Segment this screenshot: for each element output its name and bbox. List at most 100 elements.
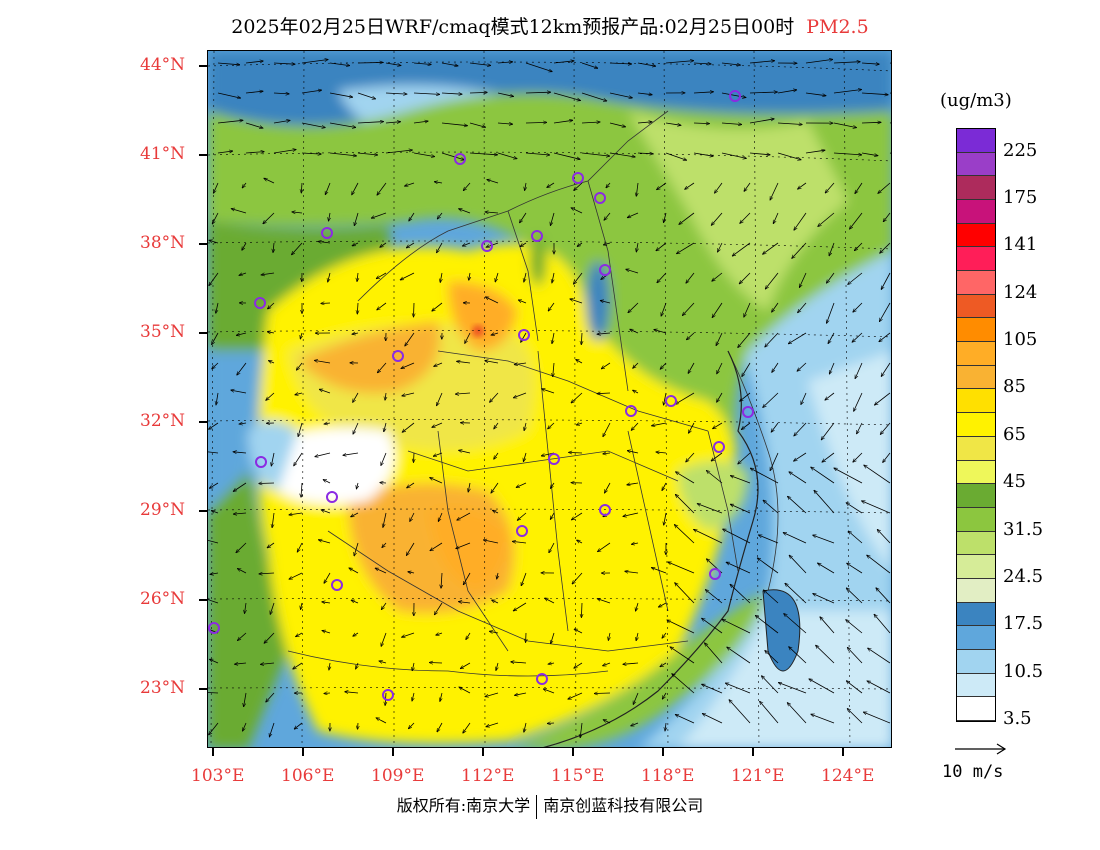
colorbar-swatch (957, 436, 995, 461)
wind-vector (829, 242, 835, 256)
lat-label: 29°N (140, 500, 186, 520)
wind-vector (809, 679, 835, 694)
city-marker (321, 227, 333, 239)
wind-vector (814, 490, 835, 514)
lon-label: 115°E (551, 766, 605, 786)
wind-vector (657, 272, 667, 283)
wind-vector (345, 692, 359, 693)
wind-vector (772, 362, 779, 372)
wind-vector (491, 482, 499, 493)
wind-vector (437, 722, 443, 732)
wind-vector (433, 452, 443, 456)
wind-vector (469, 122, 486, 127)
wind-vector (329, 662, 330, 670)
wind-vector (216, 392, 218, 405)
wind-vector (846, 503, 863, 514)
wind-vector (273, 63, 295, 64)
wind-vector (717, 392, 723, 402)
wind-vector (485, 692, 499, 697)
lon-tick (392, 748, 394, 756)
wind-vector (820, 617, 835, 634)
wind-vector (867, 555, 891, 574)
colorbar-label: 85 (1003, 376, 1026, 398)
wind-vector (354, 212, 359, 226)
wind-vector (805, 150, 825, 154)
wind-vector (437, 242, 443, 253)
colorbar-label: 65 (1003, 423, 1026, 445)
wind-vector (594, 693, 611, 694)
wind-vector (833, 90, 862, 94)
wind-vector (867, 681, 891, 694)
wind-vector (581, 332, 582, 345)
wind-vector (825, 182, 835, 193)
wind-vector (798, 182, 807, 189)
wind-vector (412, 692, 414, 701)
wind-vector (881, 272, 891, 290)
wind-vector (462, 242, 471, 246)
wind-vector (490, 392, 499, 402)
wind-vector (385, 62, 401, 66)
wind-vector (216, 302, 219, 313)
wind-vector (660, 662, 667, 667)
wind-vector (524, 272, 526, 282)
wind-vector (672, 674, 695, 694)
wind-vector (818, 563, 835, 574)
wind-vector (491, 333, 499, 335)
wind-vector (686, 272, 695, 283)
wind-reference-arrow (955, 743, 1007, 755)
wind-vector (469, 62, 491, 66)
map-title: 2025年02月25日WRF/cmaq模式12km预报产品:02月25日00时 P… (0, 12, 1100, 39)
city-marker (326, 491, 338, 503)
wind-vector (637, 93, 652, 95)
wind-vector (749, 92, 777, 93)
wind-vector (577, 540, 583, 543)
lon-label: 118°E (641, 766, 695, 786)
wind-vector (271, 452, 275, 466)
wind-vector (603, 662, 611, 666)
wind-vector (324, 693, 331, 694)
wind-vector (434, 182, 443, 183)
lat-tick (199, 599, 207, 601)
lon-label: 121°E (731, 766, 785, 786)
wind-vector (318, 241, 331, 243)
city-markers (208, 90, 754, 701)
wind-vector (861, 152, 878, 156)
lon-label: 124°E (821, 766, 875, 786)
wind-vector (764, 590, 779, 604)
wind-vector (293, 662, 303, 669)
wind-vector (816, 645, 835, 664)
wind-vector (827, 302, 835, 323)
wind-vector (238, 632, 247, 641)
wind-vector (576, 423, 583, 425)
wind-vector (763, 500, 779, 514)
wind-vector (712, 302, 723, 318)
wind-vector (789, 555, 807, 574)
lat-tick (199, 421, 207, 423)
wind-vector (880, 242, 891, 253)
wind-vector (665, 152, 687, 160)
wind-vector (759, 535, 779, 544)
colorbar-swatch (957, 578, 995, 603)
wind-vector (542, 389, 555, 394)
wind-vector (497, 62, 513, 63)
colorbar-swatch (957, 602, 995, 627)
wind-vector (738, 452, 751, 464)
wind-vector (713, 422, 723, 429)
wind-vector (264, 632, 275, 643)
wind-vector (301, 90, 322, 94)
city-marker (599, 504, 611, 516)
wind-vector (469, 272, 470, 280)
wind-vector (208, 539, 219, 544)
wind-vector (469, 92, 487, 93)
wind-vector (497, 92, 514, 96)
wind-vector (705, 590, 723, 604)
lon-label: 103°E (191, 766, 245, 786)
wind-vector (637, 153, 653, 154)
wind-vector (430, 478, 443, 484)
wind-vector (376, 718, 387, 724)
wind-vector (625, 571, 639, 573)
wind-vector (469, 152, 498, 155)
wind-vector (270, 602, 275, 614)
colorbar-label: 17.5 (1003, 613, 1044, 635)
taiwan-island (762, 589, 801, 672)
